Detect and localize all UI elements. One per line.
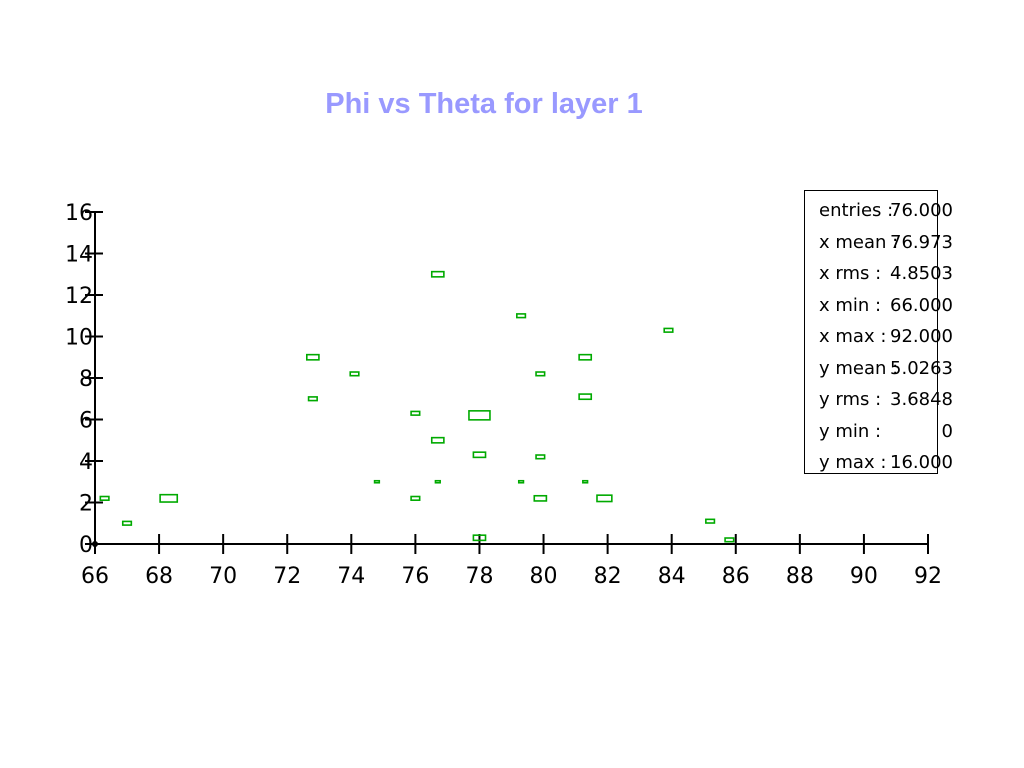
bin-box-22 bbox=[582, 479, 589, 484]
stat-entries-value: 76.000 bbox=[890, 200, 953, 221]
bin-box-1 bbox=[121, 520, 133, 526]
stat-y-mean: y mean : 5.0263 bbox=[819, 358, 959, 382]
bin-box-4 bbox=[307, 396, 318, 402]
x-tick-label: 90 bbox=[850, 564, 878, 589]
stat-x-min-value: 66.000 bbox=[890, 295, 953, 316]
bin-box-10 bbox=[430, 436, 445, 444]
stat-y-max-label: y max : bbox=[819, 452, 887, 473]
bin-box-13 bbox=[472, 451, 487, 459]
bin-box-5 bbox=[349, 371, 360, 377]
histogram-bins bbox=[99, 270, 735, 543]
y-tick-label: 6 bbox=[79, 409, 93, 434]
x-tick-label: 82 bbox=[594, 564, 622, 589]
x-tick-label: 70 bbox=[209, 564, 237, 589]
bin-box-3 bbox=[305, 353, 320, 361]
stat-y-min: y min : 0 bbox=[819, 421, 959, 445]
axes: 66 68 70 72 74 76 78 80 82 84 86 88 90 92024681012141… bbox=[65, 201, 942, 589]
x-tick-label: 88 bbox=[786, 564, 814, 589]
stat-x-rms-label: x rms : bbox=[819, 263, 882, 284]
bin-box-24 bbox=[663, 327, 674, 333]
x-tick-label: 80 bbox=[530, 564, 558, 589]
x-tick-label: 66 bbox=[81, 564, 109, 589]
stat-y-min-label: y min : bbox=[819, 421, 882, 442]
x-tick-label: 74 bbox=[337, 564, 365, 589]
stat-x-max-label: x max : bbox=[819, 326, 887, 347]
x-tick-label: 76 bbox=[401, 564, 429, 589]
stat-x-min: x min : 66.000 bbox=[819, 295, 959, 319]
stat-y-rms-label: y rms : bbox=[819, 389, 882, 410]
stat-y-max-value: 16.000 bbox=[890, 452, 953, 473]
x-tick-label: 78 bbox=[465, 564, 493, 589]
bin-box-21 bbox=[578, 393, 593, 401]
y-tick-label: 0 bbox=[79, 533, 93, 558]
bin-box-18 bbox=[535, 454, 546, 460]
x-tick-label: 84 bbox=[658, 564, 686, 589]
bin-box-16 bbox=[517, 479, 525, 484]
stat-x-max: x max : 92.000 bbox=[819, 326, 959, 350]
stats-box: entries : 76.000 x mean : 76.973 x rms :… bbox=[804, 190, 953, 474]
y-tick-label: 14 bbox=[65, 243, 93, 268]
y-tick-label: 10 bbox=[65, 326, 93, 351]
bin-box-25 bbox=[705, 518, 716, 524]
bin-box-19 bbox=[533, 494, 548, 502]
x-tick-label: 68 bbox=[145, 564, 173, 589]
bin-box-11 bbox=[434, 479, 441, 484]
bin-box-15 bbox=[516, 313, 527, 319]
bin-box-6 bbox=[373, 479, 381, 484]
x-tick-label: 92 bbox=[914, 564, 942, 589]
stat-x-mean-label: x mean : bbox=[819, 232, 899, 253]
stat-x-mean: x mean : 76.973 bbox=[819, 232, 959, 256]
stat-x-rms: x rms : 4.8503 bbox=[819, 263, 959, 287]
bin-box-26 bbox=[724, 537, 735, 543]
stat-y-max: y max : 16.000 bbox=[819, 452, 959, 476]
bin-box-7 bbox=[410, 410, 421, 416]
x-tick-label: 86 bbox=[722, 564, 750, 589]
y-tick-label: 2 bbox=[79, 492, 93, 517]
bin-box-0 bbox=[99, 495, 110, 501]
stat-y-rms: y rms : 3.6848 bbox=[819, 389, 959, 413]
bin-box-23 bbox=[596, 494, 613, 503]
bin-box-8 bbox=[410, 495, 421, 501]
y-tick-label: 16 bbox=[65, 201, 93, 226]
stat-x-max-value: 92.000 bbox=[890, 326, 953, 347]
stat-x-rms-value: 4.8503 bbox=[890, 263, 953, 284]
stat-entries: entries : 76.000 bbox=[819, 200, 959, 224]
stat-y-mean-label: y mean : bbox=[819, 358, 899, 379]
stat-y-rms-value: 3.6848 bbox=[890, 389, 953, 410]
bin-box-2 bbox=[159, 493, 179, 503]
stat-y-min-value: 0 bbox=[941, 421, 953, 442]
bin-box-20 bbox=[578, 353, 593, 361]
chart-title: Phi vs Theta for layer 1 bbox=[325, 88, 643, 120]
x-tick-label: 72 bbox=[273, 564, 301, 589]
stat-entries-label: entries : bbox=[819, 200, 894, 221]
stat-y-mean-value: 5.0263 bbox=[890, 358, 953, 379]
bin-box-17 bbox=[535, 371, 546, 377]
y-tick-label: 4 bbox=[79, 450, 93, 475]
bin-box-9 bbox=[430, 270, 445, 278]
y-tick-label: 12 bbox=[65, 284, 93, 309]
bin-box-14 bbox=[472, 534, 487, 542]
bin-box-12 bbox=[468, 410, 491, 421]
stat-x-min-label: x min : bbox=[819, 295, 882, 316]
y-tick-label: 8 bbox=[79, 367, 93, 392]
stat-x-mean-value: 76.973 bbox=[890, 232, 953, 253]
